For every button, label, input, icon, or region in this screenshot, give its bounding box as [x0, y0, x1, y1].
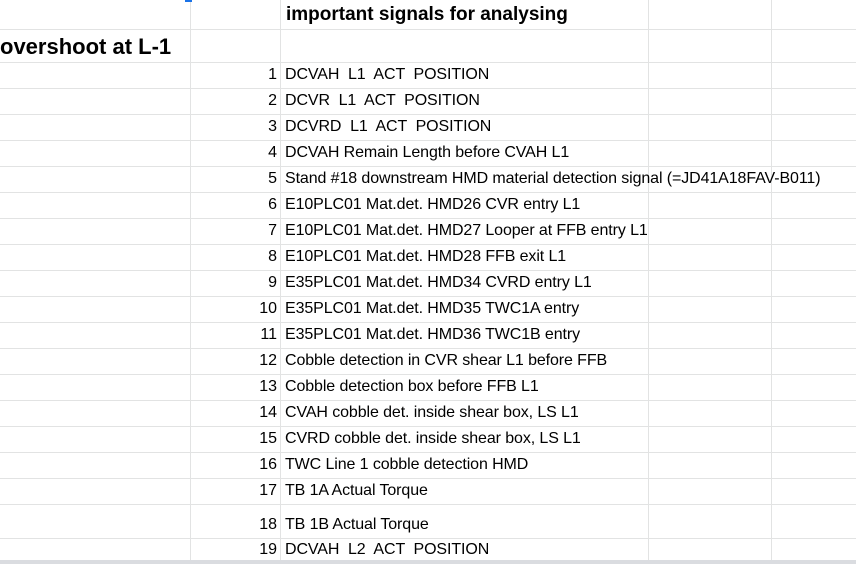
row-divider — [0, 504, 856, 505]
table-row[interactable]: 10 E35PLC01 Mat.det. HMD35 TWC1A entry — [0, 296, 856, 322]
row-divider — [0, 538, 856, 539]
table-row[interactable]: 16 TWC Line 1 cobble detection HMD — [0, 452, 856, 478]
table-row[interactable]: 8 E10PLC01 Mat.det. HMD28 FFB exit L1 — [0, 244, 856, 270]
row-divider — [0, 244, 856, 245]
sheet-header-cell[interactable]: important signals for analysing — [286, 4, 568, 25]
table-row[interactable]: 1 DCVAH L1 ACT POSITION — [0, 62, 856, 88]
signal-name-cell[interactable]: Stand #18 downstream HMD material detect… — [285, 170, 821, 187]
row-divider — [0, 478, 856, 479]
signal-name-cell[interactable]: E10PLC01 Mat.det. HMD27 Looper at FFB en… — [285, 222, 648, 239]
table-row[interactable]: 12 Cobble detection in CVR shear L1 befo… — [0, 348, 856, 374]
row-divider — [0, 166, 856, 167]
table-row[interactable]: 4 DCVAH Remain Length before CVAH L1 — [0, 140, 856, 166]
row-number-cell[interactable]: 3 — [268, 118, 277, 135]
signal-name-cell[interactable]: TWC Line 1 cobble detection HMD — [285, 456, 529, 473]
signal-name-cell[interactable]: E35PLC01 Mat.det. HMD36 TWC1B entry — [285, 326, 580, 343]
row-number-cell[interactable]: 11 — [260, 326, 277, 343]
signal-name-cell[interactable]: DCVR L1 ACT POSITION — [285, 92, 480, 109]
signal-name-cell[interactable]: E35PLC01 Mat.det. HMD34 CVRD entry L1 — [285, 274, 592, 291]
row-number-cell[interactable]: 7 — [268, 222, 277, 239]
row-divider — [0, 88, 856, 89]
row-number-cell[interactable]: 2 — [268, 92, 277, 109]
table-row[interactable]: 14 CVAH cobble det. inside shear box, LS… — [0, 400, 856, 426]
table-row[interactable]: 5 Stand #18 downstream HMD material dete… — [0, 166, 856, 192]
signal-name-cell[interactable]: E10PLC01 Mat.det. HMD28 FFB exit L1 — [285, 248, 567, 265]
table-row[interactable]: 3 DCVRD L1 ACT POSITION — [0, 114, 856, 140]
row-divider — [0, 348, 856, 349]
column-divider — [190, 0, 191, 564]
row-number-cell[interactable]: 8 — [268, 248, 277, 265]
table-row[interactable]: 17 TB 1A Actual Torque — [0, 478, 856, 504]
row-number-cell[interactable]: 16 — [259, 456, 277, 473]
horizontal-scrollbar[interactable] — [0, 560, 856, 564]
row-divider — [0, 270, 856, 271]
row-number-cell[interactable]: 15 — [259, 430, 277, 447]
row-number-cell[interactable]: 12 — [259, 352, 277, 369]
signal-name-cell[interactable]: CVAH cobble det. inside shear box, LS L1 — [285, 404, 579, 421]
table-row[interactable]: 15 CVRD cobble det. inside shear box, LS… — [0, 426, 856, 452]
table-row[interactable]: 13 Cobble detection box before FFB L1 — [0, 374, 856, 400]
row-divider — [0, 218, 856, 219]
signal-name-cell[interactable]: DCVAH L1 ACT POSITION — [285, 66, 490, 83]
row-number-cell[interactable]: 10 — [259, 300, 277, 317]
row-divider — [0, 452, 856, 453]
row-number-cell[interactable]: 19 — [259, 541, 277, 558]
section-title-cell[interactable]: overshoot at L-1 — [0, 34, 172, 59]
row-divider — [0, 374, 856, 375]
signal-name-cell[interactable]: DCVAH L2 ACT POSITION — [285, 541, 490, 558]
row-number-cell[interactable]: 17 — [259, 482, 277, 499]
table-row[interactable]: 7 E10PLC01 Mat.det. HMD27 Looper at FFB … — [0, 218, 856, 244]
signal-name-cell[interactable]: Cobble detection in CVR shear L1 before … — [285, 352, 608, 369]
row-divider — [0, 114, 856, 115]
signal-name-cell[interactable]: DCVAH Remain Length before CVAH L1 — [285, 144, 570, 161]
signal-name-cell[interactable]: TB 1B Actual Torque — [285, 516, 429, 533]
row-number-cell[interactable]: 9 — [268, 274, 277, 291]
row-number-cell[interactable]: 6 — [268, 196, 277, 213]
row-divider — [0, 400, 856, 401]
row-divider — [0, 140, 856, 141]
signal-name-cell[interactable]: DCVRD L1 ACT POSITION — [285, 118, 492, 135]
table-row[interactable]: 18 TB 1B Actual Torque — [0, 512, 856, 538]
row-number-cell[interactable]: 4 — [268, 144, 277, 161]
signal-name-cell[interactable]: E10PLC01 Mat.det. HMD26 CVR entry L1 — [285, 196, 581, 213]
row-number-cell[interactable]: 14 — [259, 404, 277, 421]
selection-indicator — [185, 0, 192, 2]
signal-name-cell[interactable]: TB 1A Actual Torque — [285, 482, 428, 499]
table-row[interactable]: 2 DCVR L1 ACT POSITION — [0, 88, 856, 114]
row-number-cell[interactable]: 18 — [259, 516, 277, 533]
table-row[interactable]: 9 E35PLC01 Mat.det. HMD34 CVRD entry L1 — [0, 270, 856, 296]
column-divider — [280, 0, 281, 564]
column-divider — [771, 0, 772, 564]
row-number-cell[interactable]: 13 — [259, 378, 277, 395]
row-number-cell[interactable]: 1 — [268, 66, 277, 83]
row-divider — [0, 29, 856, 30]
signal-name-cell[interactable]: Cobble detection box before FFB L1 — [285, 378, 539, 395]
row-divider — [0, 426, 856, 427]
column-divider — [648, 0, 649, 564]
signal-name-cell[interactable]: CVRD cobble det. inside shear box, LS L1 — [285, 430, 581, 447]
signal-name-cell[interactable]: E35PLC01 Mat.det. HMD35 TWC1A entry — [285, 300, 580, 317]
row-divider — [0, 62, 856, 63]
table-row[interactable]: 11 E35PLC01 Mat.det. HMD36 TWC1B entry — [0, 322, 856, 348]
row-divider — [0, 322, 856, 323]
row-number-cell[interactable]: 5 — [268, 170, 277, 187]
row-divider — [0, 192, 856, 193]
table-row[interactable]: 6 E10PLC01 Mat.det. HMD26 CVR entry L1 — [0, 192, 856, 218]
table-row[interactable]: 19 DCVAH L2 ACT POSITION — [0, 537, 856, 563]
row-divider — [0, 296, 856, 297]
